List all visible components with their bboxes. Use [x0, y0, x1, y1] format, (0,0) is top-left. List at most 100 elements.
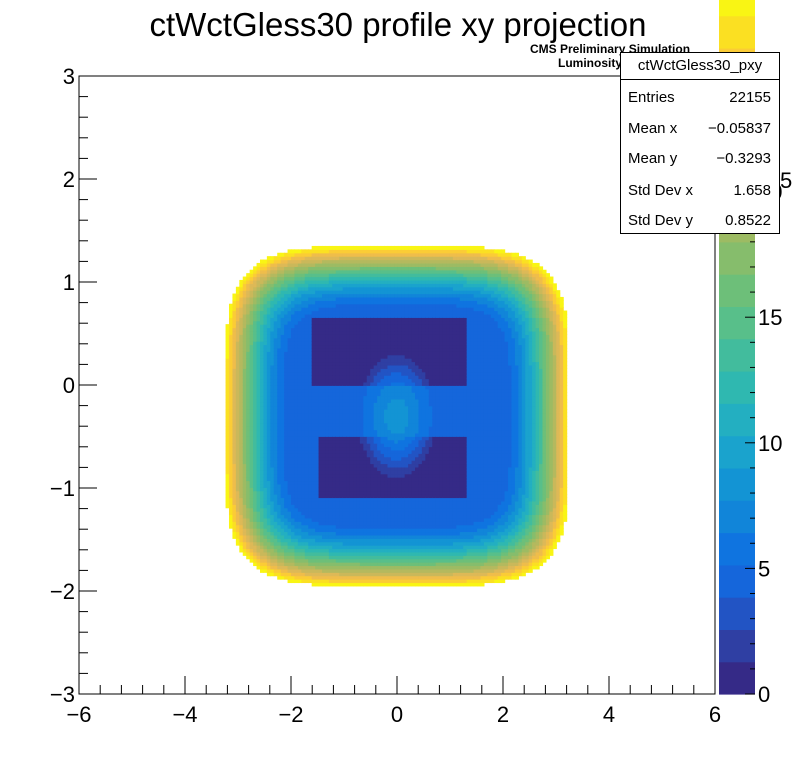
- heatmap-cell: [256, 388, 261, 393]
- heatmap-cell: [249, 551, 254, 556]
- heatmap-cell: [332, 487, 337, 492]
- heatmap-cell: [366, 460, 371, 465]
- heatmap-cell: [263, 477, 268, 482]
- heatmap-cell: [270, 439, 275, 444]
- heatmap-cell: [260, 259, 265, 264]
- heatmap-cell: [384, 517, 389, 522]
- heatmap-cell: [311, 375, 316, 380]
- heatmap-cell: [287, 290, 292, 295]
- heatmap-cell: [332, 405, 337, 410]
- heatmap-cell: [404, 405, 409, 410]
- heatmap-cell: [401, 582, 406, 587]
- heatmap-cell: [394, 330, 399, 335]
- heatmap-cell: [294, 286, 299, 291]
- heatmap-cell: [280, 344, 285, 349]
- heatmap-cell: [339, 293, 344, 298]
- heatmap-cell: [322, 429, 327, 434]
- heatmap-cell: [394, 439, 399, 444]
- heatmap-cell: [366, 562, 371, 567]
- heatmap-cell: [277, 419, 282, 424]
- heatmap-cell: [232, 426, 237, 431]
- heatmap-cell: [356, 283, 361, 288]
- heatmap-cell: [263, 276, 268, 281]
- heatmap-cell: [373, 378, 378, 383]
- heatmap-cell: [287, 300, 292, 305]
- heatmap-cell: [235, 422, 240, 427]
- heatmap-cell: [401, 368, 406, 373]
- heatmap-cell: [263, 504, 268, 509]
- heatmap-cell: [342, 463, 347, 468]
- heatmap-cell: [249, 483, 254, 488]
- heatmap-cell: [363, 548, 368, 553]
- heatmap-cell: [242, 392, 247, 397]
- heatmap-cell: [232, 429, 237, 434]
- heatmap-cell: [390, 364, 395, 369]
- heatmap-cell: [294, 330, 299, 335]
- heatmap-cell: [328, 480, 333, 485]
- heatmap-cell: [370, 521, 375, 526]
- heatmap-cell: [325, 432, 330, 437]
- heatmap-cell: [280, 453, 285, 458]
- heatmap-cell: [235, 504, 240, 509]
- heatmap-cell: [339, 582, 344, 587]
- heatmap-cell: [235, 490, 240, 495]
- heatmap-cell: [349, 378, 354, 383]
- heatmap-cell: [353, 565, 358, 570]
- heatmap-cell: [270, 303, 275, 308]
- heatmap-cell: [270, 409, 275, 414]
- heatmap-cell: [373, 375, 378, 380]
- heatmap-cell: [273, 531, 278, 536]
- heatmap-cell: [328, 371, 333, 376]
- heatmap-cell: [284, 405, 289, 410]
- heatmap-cell: [390, 514, 395, 519]
- heatmap-cell: [263, 402, 268, 407]
- heatmap-cell: [339, 426, 344, 431]
- heatmap-cell: [256, 436, 261, 441]
- heatmap-cell: [370, 341, 375, 346]
- heatmap-cell: [311, 341, 316, 346]
- heatmap-cell: [308, 358, 313, 363]
- heatmap-cell: [315, 259, 320, 264]
- heatmap-cell: [266, 534, 271, 539]
- heatmap-cell: [287, 256, 292, 261]
- heatmap-cell: [315, 490, 320, 495]
- heatmap-cell: [356, 534, 361, 539]
- heatmap-cell: [342, 310, 347, 315]
- heatmap-cell: [246, 276, 251, 281]
- heatmap-cell: [242, 344, 247, 349]
- heatmap-cell: [387, 446, 392, 451]
- heatmap-cell: [294, 446, 299, 451]
- heatmap-cell: [373, 436, 378, 441]
- heatmap-cell: [249, 470, 254, 475]
- heatmap-cell: [342, 483, 347, 488]
- heatmap-cell: [363, 436, 368, 441]
- heatmap-cell: [373, 296, 378, 301]
- heatmap-cell: [401, 249, 406, 254]
- heatmap-cell: [291, 422, 296, 427]
- heatmap-cell: [287, 504, 292, 509]
- heatmap-cell: [260, 310, 265, 315]
- heatmap-cell: [363, 483, 368, 488]
- heatmap-cell: [397, 453, 402, 458]
- heatmap-cell: [270, 432, 275, 437]
- heatmap-cell: [387, 371, 392, 376]
- heatmap-cell: [239, 293, 244, 298]
- heatmap-cell: [377, 443, 382, 448]
- heatmap-cell: [387, 487, 392, 492]
- heatmap-cell: [266, 378, 271, 383]
- heatmap-cell: [311, 354, 316, 359]
- heatmap-cell: [235, 463, 240, 468]
- heatmap-cell: [363, 375, 368, 380]
- heatmap-cell: [235, 541, 240, 546]
- heatmap-cell: [235, 538, 240, 543]
- heatmap-cell: [356, 531, 361, 536]
- heatmap-cell: [339, 548, 344, 553]
- heatmap-cell: [228, 439, 234, 444]
- heatmap-cell: [359, 364, 364, 369]
- heatmap-cell: [280, 446, 285, 451]
- heatmap-cell: [332, 504, 337, 509]
- heatmap-cell: [380, 262, 385, 267]
- heatmap-cell: [242, 398, 247, 403]
- heatmap-cell: [280, 317, 285, 322]
- heatmap-cell: [342, 327, 347, 332]
